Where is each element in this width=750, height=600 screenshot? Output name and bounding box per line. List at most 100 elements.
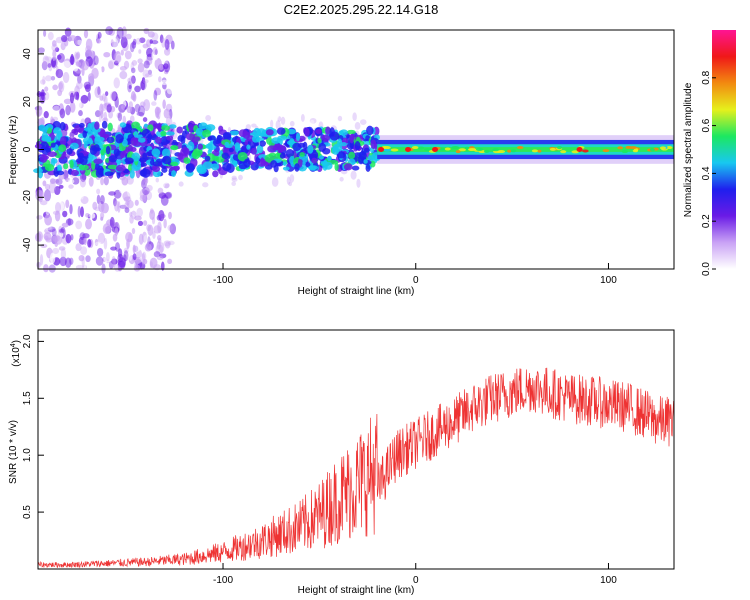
- heatmap-cell: [666, 146, 673, 150]
- heatmap-cell: [204, 155, 211, 162]
- heatmap-cell: [390, 148, 399, 152]
- heatmap-cell: [237, 152, 248, 162]
- heatmap-cell: [149, 257, 158, 269]
- heatmap-cell: [59, 256, 67, 267]
- heatmap-cell: [163, 240, 172, 247]
- heatmap-cell: [101, 120, 108, 129]
- heatmap-cell: [68, 35, 77, 41]
- heatmap-cell: [438, 147, 446, 151]
- heatmap-cell: [36, 215, 43, 220]
- heatmap-cell: [128, 75, 136, 85]
- heatmap-cell: [44, 183, 51, 191]
- heatmap-cell: [110, 91, 117, 101]
- heatmap-cell: [70, 169, 80, 177]
- heatmap-cell: [140, 162, 147, 167]
- heatmap-cell: [161, 148, 171, 158]
- heatmap-cell: [86, 205, 91, 211]
- heatmap-cell: [154, 200, 160, 209]
- heatmap-cell: [146, 56, 153, 66]
- heatmap-cell: [111, 258, 118, 265]
- colorbar-gradient: [712, 30, 736, 269]
- heatmap-cell: [39, 78, 47, 88]
- heatmap-cell: [275, 108, 280, 119]
- heatmap-cell: [76, 100, 82, 109]
- heatmap-cell: [132, 253, 137, 261]
- heatmap-cell: [152, 165, 161, 173]
- heatmap-cell: [165, 191, 173, 199]
- heatmap-cell: [117, 112, 123, 122]
- heatmap-cell: [305, 162, 311, 168]
- heatmap-cell: [60, 42, 66, 51]
- heatmap-cell: [215, 156, 225, 163]
- heatmap-cell: [464, 146, 470, 150]
- heatmap-cell: [154, 87, 162, 96]
- heatmap-cell: [153, 251, 161, 258]
- heatmap-cell: [43, 189, 52, 202]
- figure-title: C2E2.2025.295.22.14.G18: [284, 2, 439, 17]
- heatmap-cell: [143, 234, 151, 245]
- heatmap-cell: [76, 81, 83, 90]
- heatmap-cell: [58, 246, 66, 251]
- heatmap-cell: [124, 157, 134, 164]
- heatmap-cell: [43, 264, 49, 273]
- heatmap-cell: [133, 131, 139, 138]
- x-tick-label: 0: [413, 275, 419, 286]
- heatmap-cell: [52, 247, 60, 255]
- x-tick-label: 100: [600, 275, 617, 286]
- heatmap-cell: [51, 40, 57, 47]
- heatmap-cell: [143, 123, 149, 128]
- heatmap-cell: [245, 124, 252, 130]
- heatmap-cell: [304, 127, 310, 137]
- heatmap-cell: [44, 75, 52, 82]
- heatmap-cell: [315, 129, 322, 135]
- heatmap-cell: [212, 170, 219, 178]
- heatmap-cell: [187, 141, 195, 152]
- heatmap-cell: [339, 176, 344, 182]
- heatmap-cell: [43, 54, 49, 64]
- heatmap-cell: [164, 241, 171, 249]
- heatmap-cell: [163, 182, 170, 189]
- heatmap-cell: [47, 31, 54, 41]
- heatmap-cell: [39, 200, 48, 206]
- heatmap-cell: [349, 134, 354, 144]
- heatmap-cell: [168, 124, 177, 129]
- heatmap-cell: [43, 111, 49, 119]
- heatmap-cell: [55, 178, 63, 185]
- heatmap-cell: [432, 147, 439, 152]
- heatmap-cell: [127, 81, 132, 93]
- heatmap-cell: [61, 34, 68, 43]
- heatmap-cell: [45, 208, 50, 216]
- heatmap-cell: [163, 218, 167, 229]
- heatmap-cell: [63, 163, 69, 170]
- heatmap-cell: [39, 254, 44, 266]
- heatmap-cell: [89, 212, 96, 219]
- heatmap-cell: [47, 151, 57, 157]
- heatmap-cell: [161, 79, 168, 86]
- x-tick-label: -100: [213, 275, 233, 286]
- heatmap-cell: [121, 176, 129, 186]
- heatmap-cell: [85, 38, 93, 51]
- heatmap-cell: [100, 177, 104, 186]
- heatmap-cell: [192, 136, 201, 142]
- colorbar-label: Normalized spectral amplitude: [683, 82, 694, 217]
- heatmap-cell: [91, 147, 102, 152]
- heatmap-cell: [162, 155, 172, 165]
- heatmap-cell: [123, 250, 129, 262]
- heatmap-cell: [321, 134, 331, 142]
- heatmap-cell: [45, 225, 52, 231]
- heatmap-cell: [147, 31, 155, 38]
- heatmap-cell: [79, 178, 86, 188]
- heatmap-cell: [40, 243, 48, 249]
- heatmap-cell: [123, 60, 130, 69]
- heatmap-cell: [310, 120, 317, 127]
- colorbar-tick-label: 0.0: [701, 262, 712, 276]
- heatmap-cell: [378, 147, 385, 152]
- heatmap-cell: [275, 120, 281, 130]
- heatmap-cell: [157, 187, 164, 194]
- heatmap-cell: [107, 164, 118, 170]
- heatmap-cell: [260, 157, 265, 166]
- heatmap-cell: [163, 192, 172, 199]
- heatmap-cell: [72, 65, 79, 72]
- heatmap-cell: [79, 164, 89, 171]
- heatmap-cell: [129, 214, 134, 224]
